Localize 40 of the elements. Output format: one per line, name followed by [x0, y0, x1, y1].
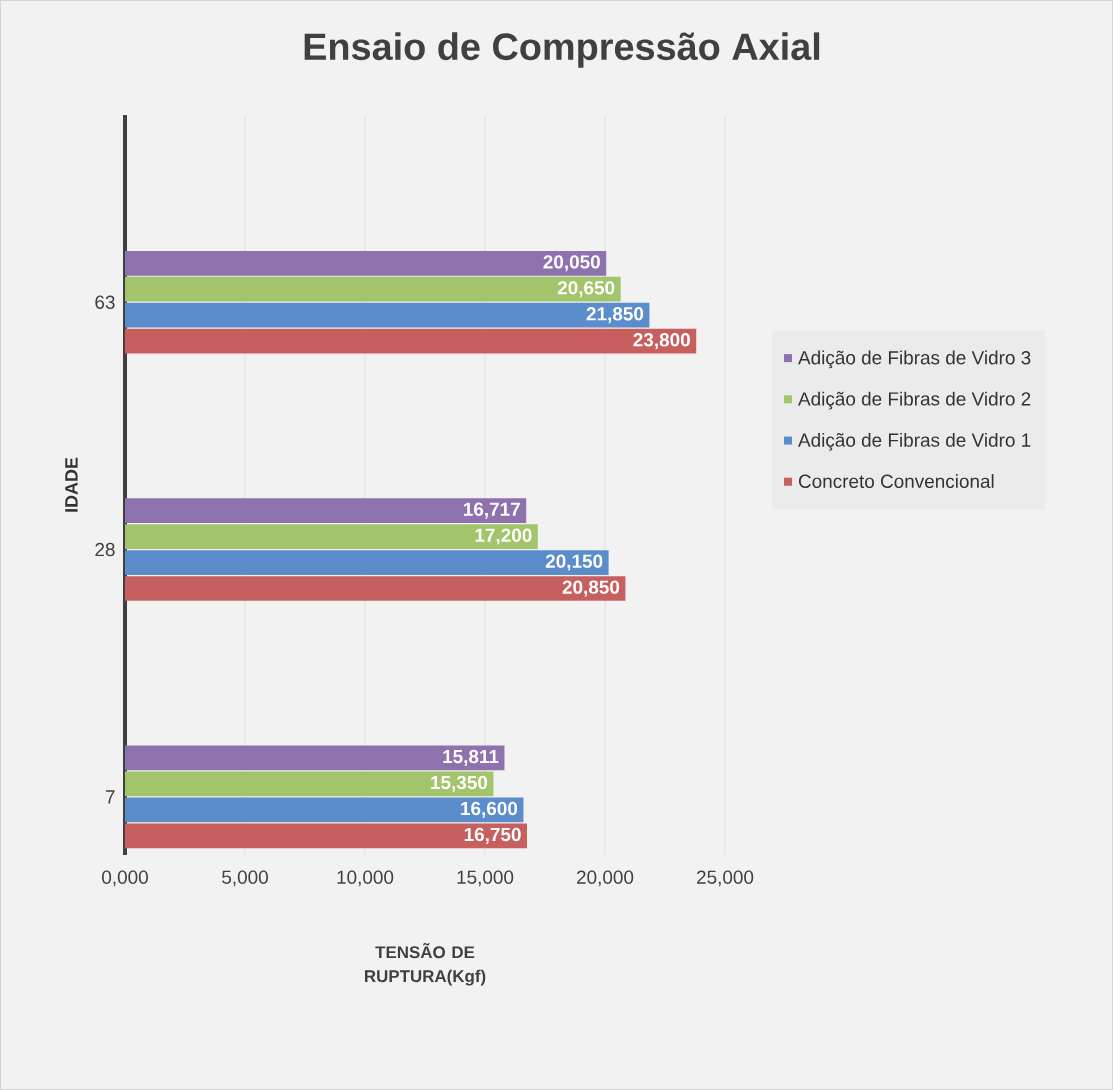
data-label: 20,050: [543, 255, 600, 272]
x-axis-title: TENSÃO DE RUPTURA(Kgf): [365, 942, 486, 986]
legend-label: Adição de Fibras de Vidro 2: [798, 391, 1031, 410]
data-label: 16,750: [464, 827, 521, 844]
chart-title: Ensaio de Compressão Axial: [304, 32, 820, 68]
data-label: 15,350: [431, 775, 488, 792]
bar: [125, 250, 607, 276]
legend-label: Adição de Fibras de Vidro 1: [798, 432, 1031, 451]
x-tick-label: 10,000: [337, 870, 394, 887]
data-label: 15,811: [443, 749, 499, 766]
y-axis-title: IDADE: [65, 457, 78, 512]
data-label: 20,150: [545, 554, 603, 571]
bar: [125, 797, 524, 823]
data-label: 21,850: [586, 307, 644, 324]
bar: [125, 823, 528, 849]
data-label: 17,200: [475, 528, 532, 545]
data-label: 20,650: [557, 281, 615, 298]
x-tick-label: 25,000: [697, 870, 754, 887]
data-label: 16,717: [463, 502, 520, 519]
x-tick-label: 20,000: [577, 870, 634, 887]
bar: [125, 302, 650, 328]
x-tick-label: 5,000: [222, 870, 268, 887]
x-tick-label: 0,000: [102, 870, 148, 887]
x-tick-label: 15,000: [457, 870, 514, 887]
bar: [125, 498, 527, 523]
y-tick-label: 63: [95, 295, 115, 309]
data-label: 16,600: [461, 801, 518, 818]
bar: [125, 524, 538, 549]
bar: [125, 745, 505, 771]
bar: [125, 276, 621, 302]
bar: [125, 576, 626, 601]
legend-label: Concreto Convencional: [798, 474, 994, 489]
bar: [125, 771, 494, 797]
y-tick-label: 7: [105, 790, 115, 804]
bar: [125, 550, 609, 575]
y-tick-label: 28: [95, 542, 115, 557]
bar: [125, 328, 697, 354]
legend-label: Adição de Fibras de Vidro 3: [798, 350, 1031, 369]
data-label: 23,800: [633, 333, 690, 350]
data-label: 20,850: [562, 580, 620, 597]
